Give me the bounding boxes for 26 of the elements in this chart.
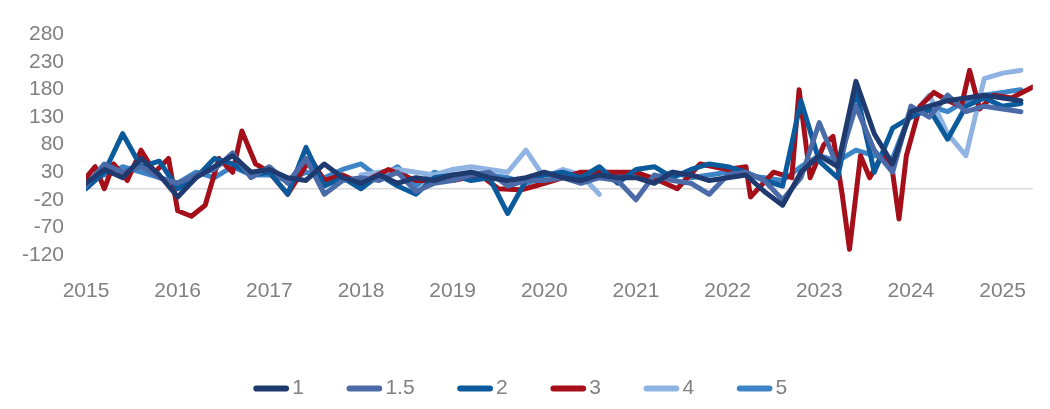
y-tick-label: 80 xyxy=(40,131,65,155)
y-tick-label: 230 xyxy=(28,48,65,72)
legend-label: 4 xyxy=(682,375,695,399)
y-tick-label: -120 xyxy=(22,241,65,265)
x-tick-label: 2024 xyxy=(887,278,935,302)
x-tick-label: 2022 xyxy=(704,278,751,302)
legend-label: 1 xyxy=(292,375,304,399)
legend-label: 3 xyxy=(589,375,601,399)
x-tick-label: 2016 xyxy=(154,278,202,302)
legend-label: 1.5 xyxy=(385,375,415,399)
y-tick-label: 130 xyxy=(28,103,65,127)
x-tick-label: 2025 xyxy=(979,278,1026,302)
x-tick-label: 2018 xyxy=(337,278,385,302)
x-tick-label: 2020 xyxy=(520,278,568,302)
y-tick-label: -70 xyxy=(33,214,65,238)
x-tick-label: 2023 xyxy=(795,278,843,302)
y-tick-label: 30 xyxy=(40,159,65,183)
x-tick-label: 2017 xyxy=(245,278,293,302)
y-tick-label: -20 xyxy=(33,186,65,210)
legend-label: 5 xyxy=(775,375,788,399)
y-tick-label: 180 xyxy=(28,76,65,100)
x-tick-label: 2021 xyxy=(612,278,660,302)
x-tick-label: 2015 xyxy=(62,278,110,302)
x-tick-label: 2019 xyxy=(429,278,477,302)
legend-label: 2 xyxy=(496,375,508,399)
y-tick-label: 280 xyxy=(28,21,65,45)
